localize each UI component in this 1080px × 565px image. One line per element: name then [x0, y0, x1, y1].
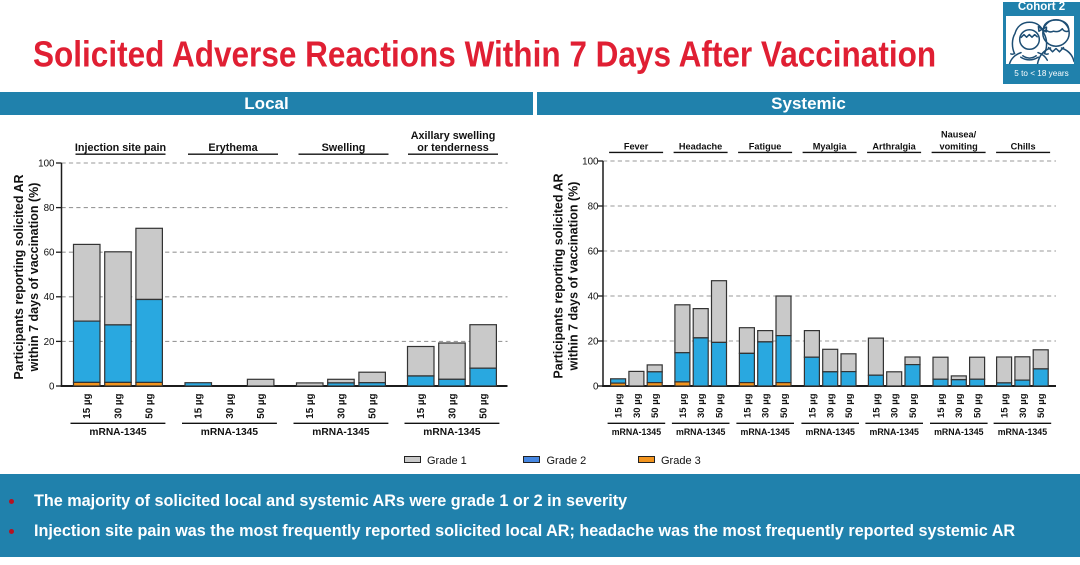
- svg-text:mRNA-1345: mRNA-1345: [89, 427, 147, 438]
- svg-text:Swelling: Swelling: [322, 142, 366, 154]
- svg-text:30 µg: 30 µg: [113, 393, 124, 418]
- svg-text:30 µg: 30 µg: [954, 393, 965, 418]
- svg-text:mRNA-1345: mRNA-1345: [201, 427, 259, 438]
- svg-text:Nausea/: Nausea/: [941, 129, 977, 139]
- svg-text:Chills: Chills: [1011, 141, 1036, 151]
- svg-text:30 µg: 30 µg: [225, 393, 236, 418]
- svg-text:50 µg: 50 µg: [908, 393, 919, 418]
- svg-text:or tenderness: or tenderness: [417, 142, 488, 154]
- svg-text:15 µg: 15 µg: [742, 393, 753, 418]
- svg-text:80: 80: [44, 203, 55, 214]
- svg-text:20: 20: [44, 337, 55, 348]
- svg-text:Fatigue: Fatigue: [749, 141, 782, 151]
- svg-text:50 µg: 50 µg: [145, 393, 156, 418]
- svg-text:60: 60: [44, 248, 55, 259]
- svg-text:40: 40: [588, 291, 599, 302]
- svg-text:80: 80: [588, 201, 599, 212]
- svg-text:15 µg: 15 µg: [807, 393, 818, 418]
- svg-text:0: 0: [49, 381, 55, 392]
- svg-text:50 µg: 50 µg: [479, 393, 490, 418]
- svg-text:30 µg: 30 µg: [336, 393, 347, 418]
- svg-text:mRNA-1345: mRNA-1345: [741, 427, 790, 437]
- svg-text:50 µg: 50 µg: [844, 393, 855, 418]
- svg-text:50 µg: 50 µg: [779, 393, 790, 418]
- svg-text:Axillary swelling: Axillary swelling: [411, 130, 496, 142]
- svg-text:mRNA-1345: mRNA-1345: [312, 427, 370, 438]
- svg-text:30 µg: 30 µg: [447, 393, 458, 418]
- svg-text:50 µg: 50 µg: [1036, 393, 1047, 418]
- svg-text:20: 20: [588, 336, 599, 347]
- svg-text:Participants reporting solicit: Participants reporting solicited ARwithi…: [12, 174, 41, 379]
- svg-text:15 µg: 15 µg: [678, 393, 689, 418]
- svg-text:Erythema: Erythema: [208, 142, 258, 154]
- svg-text:Participants reporting solicit: Participants reporting solicited ARwithi…: [552, 173, 581, 378]
- svg-text:30 µg: 30 µg: [890, 393, 901, 418]
- svg-text:15 µg: 15 µg: [416, 393, 427, 418]
- svg-text:Myalgia: Myalgia: [813, 141, 848, 151]
- svg-text:mRNA-1345: mRNA-1345: [612, 427, 661, 437]
- svg-text:Injection site pain: Injection site pain: [75, 142, 166, 154]
- svg-text:mRNA-1345: mRNA-1345: [998, 427, 1047, 437]
- svg-text:Headache: Headache: [679, 141, 722, 151]
- svg-text:30 µg: 30 µg: [761, 393, 772, 418]
- svg-text:15 µg: 15 µg: [871, 393, 882, 418]
- svg-text:mRNA-1345: mRNA-1345: [423, 427, 481, 438]
- svg-text:15 µg: 15 µg: [305, 393, 316, 418]
- svg-text:mRNA-1345: mRNA-1345: [676, 427, 725, 437]
- svg-text:100: 100: [38, 158, 55, 169]
- svg-text:50 µg: 50 µg: [714, 393, 725, 418]
- svg-text:30 µg: 30 µg: [696, 393, 707, 418]
- svg-text:50 µg: 50 µg: [256, 393, 267, 418]
- svg-text:50 µg: 50 µg: [368, 393, 379, 418]
- svg-text:40: 40: [44, 292, 55, 303]
- svg-text:mRNA-1345: mRNA-1345: [934, 427, 983, 437]
- svg-text:50 µg: 50 µg: [650, 393, 661, 418]
- svg-text:mRNA-1345: mRNA-1345: [806, 427, 855, 437]
- svg-text:100: 100: [582, 156, 599, 167]
- svg-text:15 µg: 15 µg: [82, 393, 93, 418]
- svg-text:30 µg: 30 µg: [1018, 393, 1029, 418]
- svg-text:15 µg: 15 µg: [194, 393, 205, 418]
- svg-text:15 µg: 15 µg: [936, 393, 947, 418]
- svg-text:vomiting: vomiting: [939, 141, 977, 151]
- svg-text:mRNA-1345: mRNA-1345: [870, 427, 919, 437]
- svg-text:60: 60: [588, 246, 599, 257]
- svg-text:30 µg: 30 µg: [826, 393, 837, 418]
- svg-text:Arthralgia: Arthralgia: [872, 141, 916, 151]
- svg-text:0: 0: [593, 381, 599, 392]
- svg-text:Fever: Fever: [624, 141, 649, 151]
- svg-text:15 µg: 15 µg: [1000, 393, 1011, 418]
- svg-text:15 µg: 15 µg: [614, 393, 625, 418]
- svg-text:30 µg: 30 µg: [632, 393, 643, 418]
- svg-text:50 µg: 50 µg: [973, 393, 984, 418]
